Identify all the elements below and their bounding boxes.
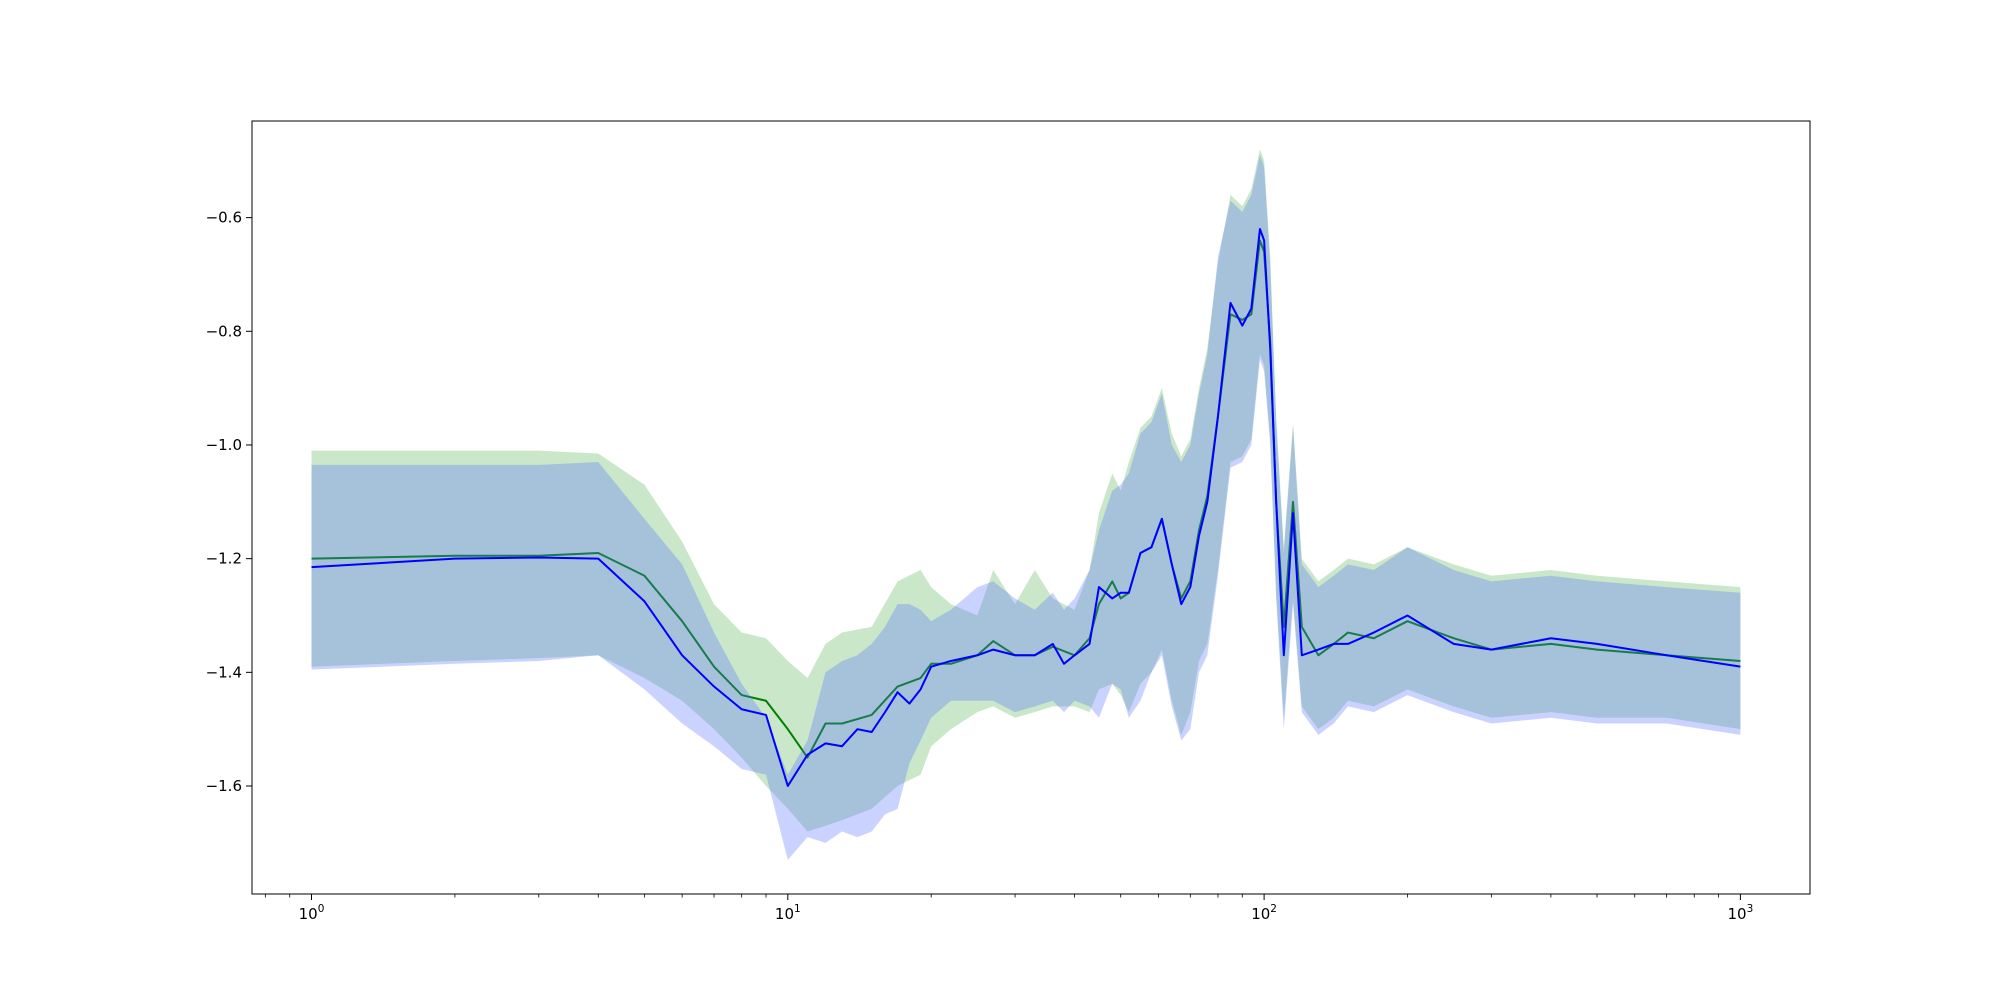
x-tick-base: 10	[1728, 905, 1747, 923]
plot-frame	[251, 120, 1811, 895]
x-tick-base: 10	[775, 905, 794, 923]
x-tick-label: 100	[299, 903, 325, 923]
x-tick-label: 101	[775, 903, 801, 923]
x-tick-base: 10	[299, 905, 318, 923]
x-tick-label: 102	[1251, 903, 1277, 923]
y-tick-label: −0.8	[206, 322, 242, 340]
x-tick-exponent: 1	[794, 903, 801, 915]
y-tick-label: −1.4	[206, 663, 242, 681]
plot-area	[311, 149, 1741, 860]
x-tick-exponent: 2	[1270, 903, 1277, 915]
y-tick-label: −1.0	[206, 436, 242, 454]
x-tick-exponent: 3	[1747, 903, 1754, 915]
x-tick-label: 103	[1728, 903, 1754, 923]
y-axis: −0.6 −0.8 −1.0 −1.2 −1.4 −1.6	[206, 209, 252, 795]
x-tick-base: 10	[1251, 905, 1270, 923]
series-1	[311, 155, 1741, 860]
series-0-band	[311, 149, 1741, 832]
y-tick-label: −1.2	[206, 550, 242, 568]
series-1-line	[311, 227, 1741, 788]
y-tick-label: −1.6	[206, 777, 242, 795]
y-tick-label: −0.6	[206, 209, 242, 227]
x-tick-exponent: 0	[318, 903, 325, 915]
series-1-band	[311, 155, 1741, 860]
x-axis: 100 101 102 103	[264, 894, 1754, 923]
